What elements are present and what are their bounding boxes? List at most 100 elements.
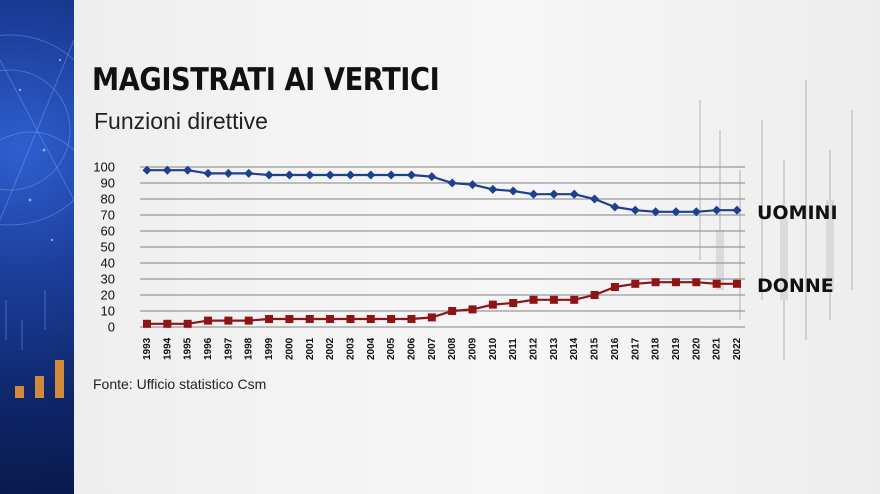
x-tick-label: 1995: [183, 337, 194, 360]
y-tick-label: 30: [101, 272, 115, 287]
data-point: [427, 313, 436, 322]
data-point: [712, 279, 721, 288]
data-point: [265, 315, 274, 323]
data-point: [183, 165, 193, 175]
x-tick-label: 2021: [712, 337, 723, 360]
x-tick-label: 1998: [244, 337, 255, 360]
data-point: [387, 315, 396, 323]
data-point: [223, 168, 233, 178]
x-tick-label: 2014: [569, 337, 580, 360]
data-point: [712, 205, 722, 215]
data-point: [630, 205, 640, 215]
data-point: [305, 315, 314, 323]
data-point: [345, 170, 355, 180]
data-point: [569, 189, 579, 199]
data-point: [284, 170, 294, 180]
data-point: [183, 319, 192, 328]
x-tick-label: 2011: [508, 338, 519, 360]
series-line: [147, 169, 737, 213]
data-point: [509, 299, 518, 307]
y-tick-label: 20: [101, 288, 115, 303]
data-point: [204, 316, 213, 325]
x-tick-label: 1993: [142, 337, 153, 360]
data-point: [549, 189, 559, 199]
data-point: [224, 316, 233, 325]
data-point: [326, 315, 335, 323]
x-tick-label: 2008: [447, 337, 458, 360]
data-point: [244, 168, 254, 178]
decorative-side-panel: [0, 0, 74, 494]
series-label: UOMINI: [757, 202, 838, 224]
data-point: [305, 170, 315, 180]
data-point: [346, 315, 355, 323]
data-point: [366, 170, 376, 180]
data-point: [488, 184, 498, 194]
data-point: [325, 170, 335, 180]
y-tick-label: 10: [101, 304, 115, 319]
data-point: [244, 316, 253, 325]
data-point: [366, 315, 375, 323]
data-point: [570, 295, 579, 304]
data-point: [467, 180, 478, 190]
x-tick-label: 2016: [610, 337, 621, 360]
data-point: [529, 189, 539, 199]
data-point: [203, 168, 213, 178]
x-tick-label: 2000: [284, 337, 295, 360]
x-tick-label: 2001: [305, 337, 316, 360]
data-point: [285, 315, 294, 323]
y-tick-label: 70: [101, 208, 115, 223]
x-tick-label: 2019: [671, 337, 682, 360]
chart-subtitle: Funzioni direttive: [94, 108, 268, 134]
data-point: [142, 165, 152, 175]
data-point: [508, 186, 518, 196]
x-tick-label: 2015: [590, 337, 601, 360]
data-point: [549, 295, 558, 304]
y-tick-label: 60: [101, 224, 115, 239]
x-tick-label: 2012: [529, 337, 540, 360]
data-point: [488, 300, 497, 309]
data-point: [671, 278, 680, 287]
decorative-network-graphic: [0, 34, 74, 398]
data-point: [631, 279, 640, 288]
y-tick-label: 100: [93, 160, 115, 175]
data-point: [651, 278, 660, 287]
series-line: [147, 281, 737, 325]
data-point: [651, 207, 661, 217]
data-point: [163, 319, 172, 328]
y-tick-label: 50: [101, 240, 115, 255]
x-tick-label: 2009: [468, 337, 479, 360]
x-tick-label: 2017: [630, 337, 641, 360]
chart-title: MAGISTRATI AI VERTICI: [92, 62, 440, 98]
y-tick-label: 0: [108, 320, 115, 335]
y-tick-label: 40: [101, 256, 115, 271]
data-point: [610, 283, 619, 291]
data-point: [427, 172, 437, 182]
x-axis-ticks: 1993 1994 1995 1996 1997 1998 1999 2000 2001 2002…: [142, 337, 743, 360]
series-labels: UOMINI DONNE: [757, 202, 838, 297]
data-point: [448, 307, 457, 315]
x-tick-label: 2010: [488, 337, 499, 360]
data-point: [692, 278, 701, 287]
x-tick-label: 1996: [203, 337, 214, 360]
data-point: [447, 178, 457, 188]
data-point: [610, 202, 620, 212]
data-point: [407, 315, 416, 323]
source-note: Fonte: Ufficio statistico Csm: [93, 376, 267, 392]
data-point: [143, 319, 151, 328]
x-tick-label: 1999: [264, 337, 275, 360]
data-point: [732, 205, 742, 215]
series-label: DONNE: [757, 275, 834, 297]
x-tick-label: 2006: [406, 337, 417, 360]
x-tick-label: 2004: [366, 337, 377, 360]
data-point: [406, 170, 417, 180]
x-tick-label: 2013: [549, 337, 560, 360]
data-point: [590, 194, 600, 204]
x-tick-label: 2003: [345, 337, 356, 360]
x-tick-label: 1997: [223, 337, 234, 360]
x-tick-label: 2002: [325, 337, 336, 360]
data-point: [733, 279, 741, 288]
data-point: [468, 305, 477, 314]
data-point: [264, 170, 274, 180]
